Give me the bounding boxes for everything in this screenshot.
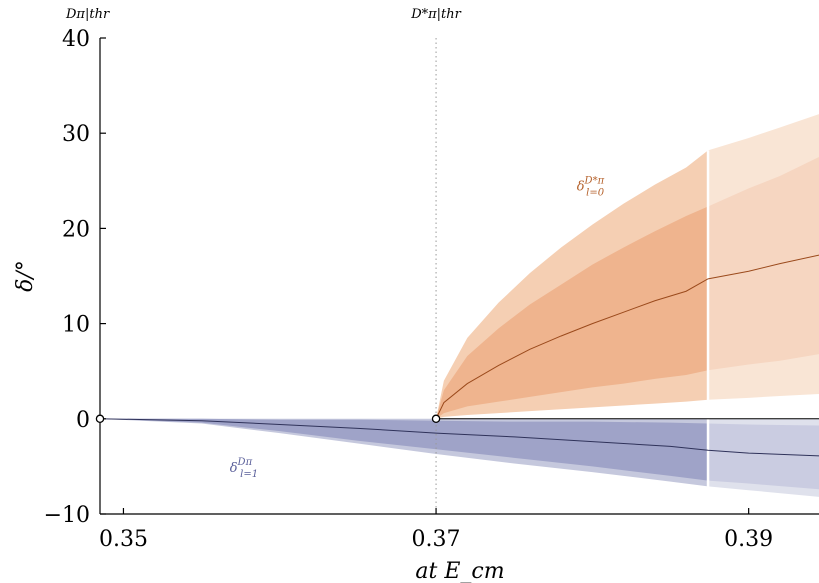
- y-tick-label: 20: [62, 217, 90, 242]
- series-annotation: δD*π l=0: [577, 175, 605, 198]
- threshold-marker: [431, 414, 441, 424]
- fade-overlay: [708, 38, 819, 514]
- axes: [99, 37, 819, 515]
- chart-labels: −10 0 10 20 30 40 0.35 0.37 0.39 at E_cm δ/° Dπ|thr…: [13, 7, 773, 583]
- x-tick-label: 0.35: [99, 527, 148, 552]
- faded-region: [706, 38, 819, 514]
- threshold-label: Dπ|thr: [65, 7, 110, 22]
- band-inner-l1: [100, 418, 819, 490]
- uncertainty-bands: [100, 114, 819, 497]
- y-axis-label: δ/°: [13, 260, 38, 292]
- x-tick-label: 0.37: [412, 527, 461, 552]
- y-tick-label: 30: [62, 122, 90, 147]
- series-line-l1: [100, 418, 819, 457]
- y-tick-label: 0: [76, 408, 90, 433]
- series-lines: [100, 254, 819, 457]
- y-tick-label: 40: [62, 27, 90, 52]
- threshold-markers: [95, 414, 441, 424]
- series-line-l0: [435, 254, 819, 420]
- x-axis-label: at E_cm: [415, 559, 504, 583]
- threshold-marker: [95, 414, 105, 424]
- y-tick-label: −10: [44, 503, 90, 528]
- band-inner-l0: [436, 157, 819, 419]
- y-tick-label: 10: [62, 313, 90, 338]
- x-tick-label: 0.39: [724, 527, 773, 552]
- threshold-label: D*π|thr: [410, 7, 461, 22]
- series-annotation: δDπ l=1: [230, 457, 258, 480]
